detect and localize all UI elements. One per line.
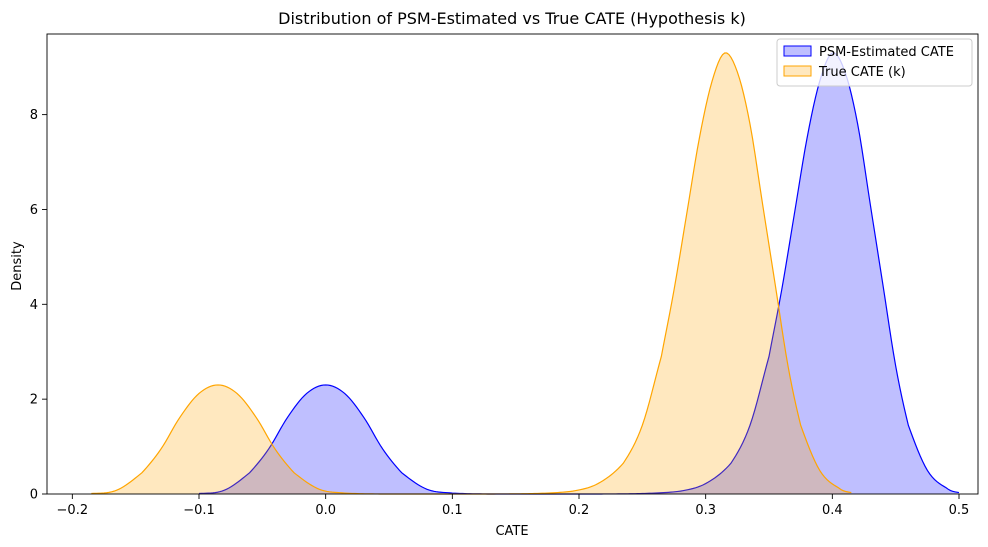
- y-tick-label: 0: [30, 488, 38, 503]
- x-tick-label: −0.1: [183, 503, 215, 518]
- x-tick-label: 0.2: [569, 503, 590, 518]
- x-axis-label: CATE: [495, 524, 528, 539]
- true-cate-density-area: [91, 52, 852, 494]
- legend-label-psm-estimated: PSM-Estimated CATE: [819, 45, 954, 60]
- y-tick-label: 8: [30, 108, 38, 123]
- x-tick-label: 0.5: [949, 503, 970, 518]
- psm-estimated-density-area: [199, 52, 959, 494]
- y-tick-label: 6: [30, 203, 38, 218]
- x-tick-label: 0.3: [695, 503, 716, 518]
- x-tick-label: 0.4: [822, 503, 843, 518]
- y-tick-label: 4: [30, 298, 38, 313]
- plot-area: [91, 52, 960, 495]
- chart-title: Distribution of PSM-Estimated vs True CA…: [278, 9, 746, 28]
- plot-frame: [46, 33, 979, 495]
- legend-swatch-psm-estimated: [783, 45, 812, 57]
- y-tick-label: 2: [30, 393, 38, 408]
- legend-box: [776, 38, 973, 87]
- legend-label-true-cate: True CATE (k): [818, 65, 906, 80]
- x-tick-label: 0.1: [442, 503, 463, 518]
- y-axis-label: Density: [10, 241, 25, 291]
- legend-swatch-true-cate: [783, 65, 812, 77]
- x-tick-label: 0.0: [315, 503, 336, 518]
- axes: −0.2 −0.1 0.0 0.1 0.2 0.3 0.4 0.5 0 2 4 6 8: [30, 33, 979, 518]
- legend: PSM-Estimated CATE True CATE (k): [776, 38, 973, 87]
- x-tick-label: −0.2: [57, 503, 89, 518]
